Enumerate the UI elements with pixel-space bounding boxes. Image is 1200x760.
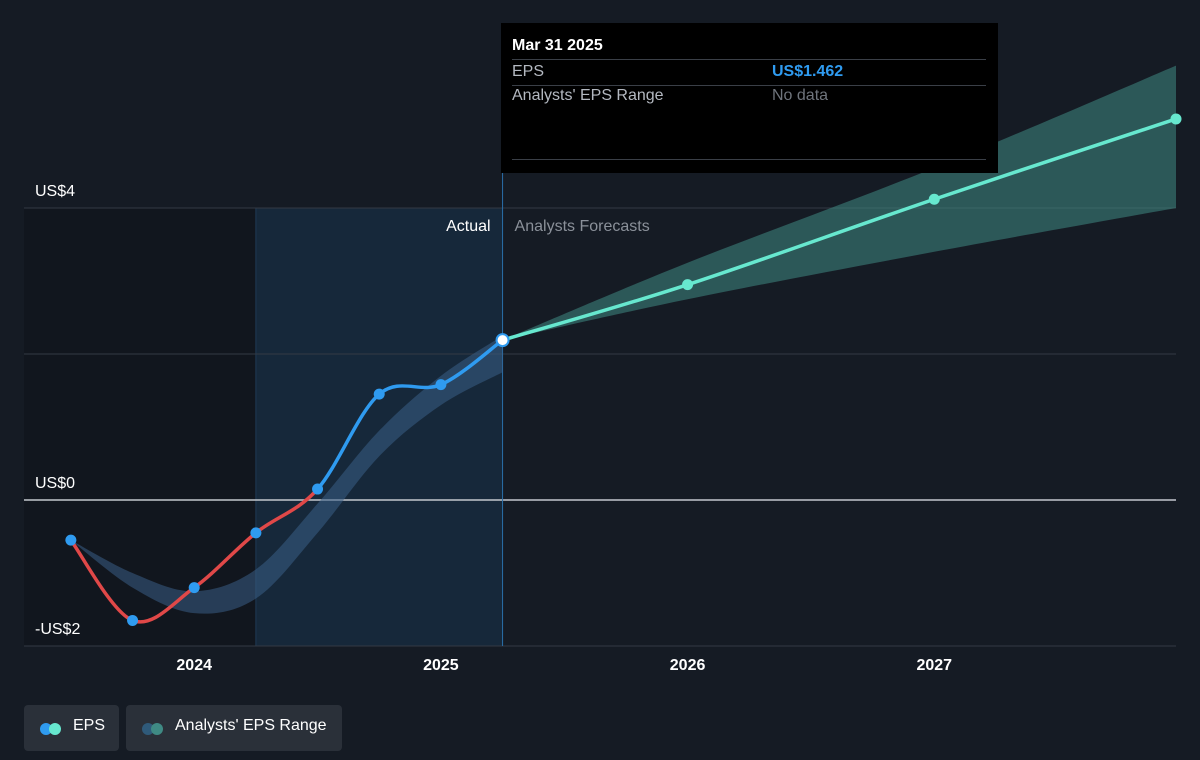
- eps-range-band-forecast: [502, 65, 1176, 341]
- tooltip-divider: [512, 159, 986, 160]
- legend-eps-label: EPS: [73, 717, 106, 734]
- eps-forecast-line: [502, 117, 1177, 342]
- x-tick-label-0: 2024: [176, 657, 212, 674]
- eps-point-2: [188, 582, 200, 594]
- eps-line-positive: [314, 338, 504, 490]
- forecast-label: Analysts Forecasts: [515, 218, 650, 235]
- eps-forecast-point-0: [682, 279, 694, 291]
- legend-item-range[interactable]: Analysts' EPS Range: [126, 705, 342, 751]
- eps-point-0: [65, 534, 77, 546]
- tooltip-date: Mar 31 2025: [512, 37, 603, 54]
- eps-range-band-actual: [70, 335, 503, 614]
- eps-forecast-point-1: [928, 193, 940, 205]
- eps-point-5: [373, 388, 385, 400]
- legend-range-dot-forecast-icon: [151, 723, 163, 735]
- tooltip-row-eps: EPS US$1.462: [512, 59, 986, 86]
- eps-point-current: [495, 333, 510, 348]
- y-tick-label-1: US$0: [35, 475, 75, 492]
- past-region: [24, 208, 256, 646]
- actual-label: Actual: [446, 218, 490, 235]
- y-tick-label-2: -US$2: [35, 621, 80, 638]
- eps-point-4: [312, 483, 324, 495]
- y-tick-label-0: US$4: [35, 183, 75, 200]
- eps-point-1: [127, 614, 139, 626]
- eps-point-3: [250, 527, 262, 539]
- tooltip-eps-label: EPS: [512, 63, 545, 80]
- x-tick-label-1: 2025: [423, 657, 459, 674]
- tooltip-eps-value: US$1.462: [772, 63, 844, 80]
- eps-forecast-point-2: [1170, 113, 1182, 125]
- x-tick-label-3: 2027: [916, 657, 952, 674]
- tooltip: Mar 31 2025 EPS US$1.462 Analysts' EPS R…: [501, 23, 998, 173]
- x-tick-label-2: 2026: [670, 657, 706, 674]
- legend-range-label: Analysts' EPS Range: [175, 717, 327, 734]
- legend-range-dots-icon: [142, 723, 166, 735]
- legend-item-eps[interactable]: EPS: [24, 705, 119, 751]
- legend-eps-dots-icon: [40, 723, 64, 735]
- eps-point-6: [435, 379, 447, 391]
- tooltip-range-value: No data: [772, 87, 829, 104]
- actual-region: [255, 208, 503, 646]
- tooltip-row-range: Analysts' EPS Range No data: [512, 84, 986, 109]
- legend-eps-dot-forecast-icon: [49, 723, 61, 735]
- tooltip-range-label: Analysts' EPS Range: [512, 87, 664, 104]
